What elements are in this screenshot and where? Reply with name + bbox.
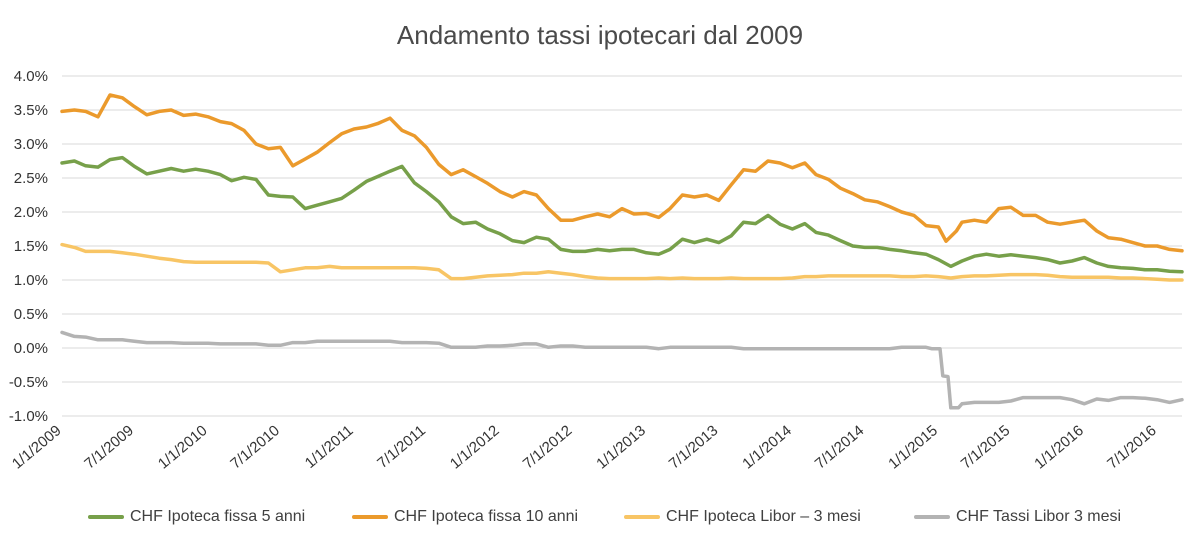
series-line-1: [60, 155, 1184, 274]
legend-label: CHF Ipoteca fissa 10 anni: [394, 508, 579, 525]
x-tick-label: 7/1/2010: [227, 422, 283, 473]
legend-label: CHF Tassi Libor 3 mesi: [956, 508, 1122, 525]
x-tick-label: 1/1/2010: [155, 422, 211, 473]
legend: CHF Ipoteca fissa 5 anni CHF Ipoteca fiss…: [0, 508, 1200, 532]
gridlines: [62, 75, 1182, 417]
legend-swatch: [624, 515, 660, 519]
legend-swatch: [352, 515, 388, 519]
y-tick-label: 4.0%: [14, 68, 48, 85]
x-tick-label: 1/1/2013: [593, 422, 649, 473]
x-tick-label: 7/1/2013: [666, 422, 722, 473]
legend-label: CHF Ipoteca fissa 5 anni: [130, 508, 306, 525]
x-tick-label: 7/1/2011: [374, 422, 429, 472]
series-lines: [60, 93, 1184, 410]
legend-swatch: [914, 515, 950, 519]
x-tick-label: 1/1/2009: [9, 422, 65, 473]
series-line-4: [60, 330, 1184, 410]
series-line-2: [60, 93, 1184, 253]
x-tick-label: 1/1/2011: [302, 422, 357, 472]
y-tick-label: 1.0%: [14, 272, 48, 289]
y-tick-label: 2.0%: [14, 204, 48, 221]
x-tick-label: 7/1/2016: [1104, 422, 1160, 473]
x-tick-label: 1/1/2012: [447, 422, 503, 473]
x-axis-ticks: 1/1/2009 7/1/2009 1/1/2010 7/1/2010 1/1/2011…: [9, 422, 1160, 473]
y-tick-label: -0.5%: [9, 374, 48, 391]
x-tick-label: 7/1/2014: [812, 422, 868, 473]
legend-item: CHF Ipoteca Libor – 3 mesi: [624, 508, 861, 526]
x-tick-label: 7/1/2015: [958, 422, 1014, 473]
line-chart: 4.0% 3.5% 3.0% 2.5% 2.0% 1.5% 1.0% 0.5% 0.0% -0.5…: [9, 68, 1184, 473]
x-tick-label: 1/1/2015: [885, 422, 941, 473]
legend-swatch: [88, 515, 124, 519]
y-tick-label: -1.0%: [9, 408, 48, 425]
x-tick-label: 7/1/2012: [520, 422, 576, 473]
legend-label: CHF Ipoteca Libor – 3 mesi: [666, 508, 861, 525]
series-line-3: [60, 242, 1184, 282]
y-tick-label: 0.0%: [14, 340, 48, 357]
legend-item: CHF Ipoteca fissa 5 anni: [88, 508, 305, 526]
legend-item: CHF Tassi Libor 3 mesi: [914, 508, 1121, 526]
x-tick-label: 1/1/2014: [739, 422, 795, 473]
x-tick-label: 7/1/2009: [81, 422, 137, 473]
x-tick-label: 1/1/2016: [1031, 422, 1087, 473]
legend-item: CHF Ipoteca fissa 10 anni: [352, 508, 578, 526]
y-tick-label: 3.5%: [14, 102, 48, 119]
y-tick-label: 0.5%: [14, 306, 48, 323]
y-tick-label: 1.5%: [14, 238, 48, 255]
y-axis-ticks: 4.0% 3.5% 3.0% 2.5% 2.0% 1.5% 1.0% 0.5% 0.0% -0.5…: [9, 68, 48, 425]
y-tick-label: 3.0%: [14, 136, 48, 153]
chart-title: Andamento tassi ipotecari dal 2009: [396, 20, 804, 50]
y-tick-label: 2.5%: [14, 170, 48, 187]
